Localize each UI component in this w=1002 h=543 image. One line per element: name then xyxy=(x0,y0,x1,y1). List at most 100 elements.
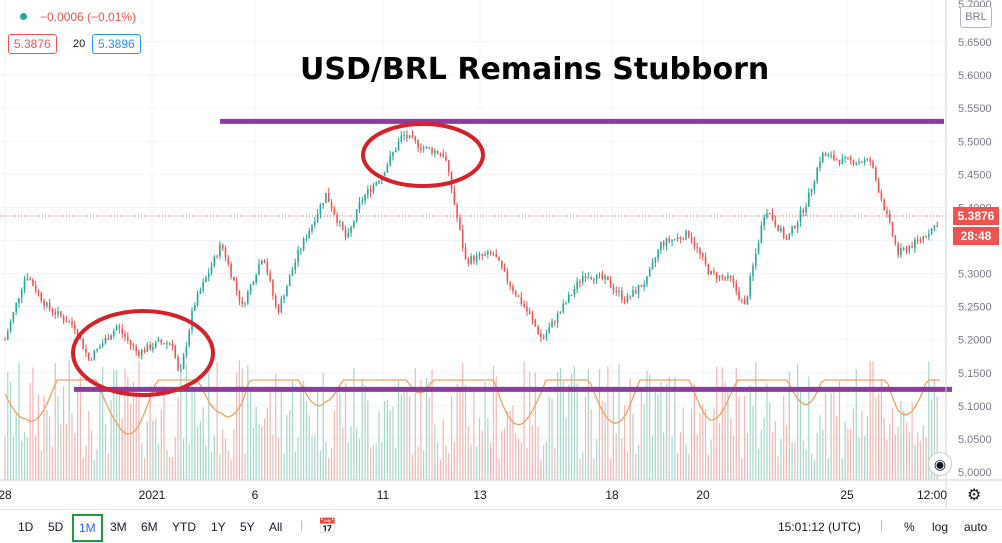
range-5y-button[interactable]: 5Y xyxy=(240,520,255,534)
volume-bar xyxy=(428,397,430,480)
volume-bar xyxy=(543,445,545,480)
candle-body xyxy=(827,154,830,156)
candle-body xyxy=(930,228,933,235)
volume-bar xyxy=(157,443,160,480)
candle-body xyxy=(573,289,576,295)
candle-body xyxy=(514,291,517,296)
range-3m-button[interactable]: 3M xyxy=(110,520,127,534)
volume-bar xyxy=(654,388,656,480)
volume-bar xyxy=(604,401,606,480)
candle-body xyxy=(905,248,908,252)
candle-body xyxy=(487,251,489,255)
candle-body xyxy=(598,274,601,276)
volume-bar xyxy=(283,453,285,480)
range-6m-button[interactable]: 6M xyxy=(141,520,158,534)
candle-body xyxy=(576,281,578,290)
candle-body xyxy=(724,276,726,279)
volume-bar xyxy=(593,457,595,480)
candle-body xyxy=(247,291,249,304)
candle-body xyxy=(688,231,690,237)
volume-bar xyxy=(495,376,497,480)
volume-bar xyxy=(682,407,684,480)
volume-bar xyxy=(584,396,587,480)
candle-body xyxy=(593,279,595,281)
volume-bar xyxy=(827,458,829,480)
volume-bar xyxy=(392,406,394,480)
candle-body xyxy=(897,243,899,255)
volume-bar xyxy=(769,402,771,480)
candle-body xyxy=(788,233,791,240)
settings-gear-icon[interactable]: ⚙ xyxy=(967,487,982,504)
candle-body xyxy=(54,312,57,315)
candle-body xyxy=(221,244,224,249)
volume-bar xyxy=(199,420,201,480)
volume-bar xyxy=(171,457,174,480)
volume-bar xyxy=(724,382,726,480)
volume-bar xyxy=(501,430,503,480)
volume-bar xyxy=(15,411,17,480)
candle-body xyxy=(914,239,916,248)
utc-clock[interactable]: 15:01:12 (UTC) xyxy=(778,520,861,534)
candle-body xyxy=(833,154,835,160)
candle-body xyxy=(922,236,925,241)
candle-body xyxy=(389,155,391,166)
candle-body xyxy=(149,344,151,350)
ask-price-button[interactable]: 5.3896 xyxy=(92,34,141,54)
currency-label[interactable]: BRL xyxy=(960,6,992,28)
candle-body xyxy=(29,278,31,280)
candle-body xyxy=(68,321,70,323)
volume-bar xyxy=(780,439,782,480)
range-5d-button[interactable]: 5D xyxy=(48,520,64,534)
volume-bar xyxy=(889,423,891,480)
volume-bar xyxy=(4,435,6,480)
volume-bar xyxy=(914,444,916,480)
candle-body xyxy=(470,256,472,264)
volume-bar xyxy=(797,364,799,480)
candle-body xyxy=(364,195,366,201)
candle-body xyxy=(60,311,62,317)
candle-body xyxy=(196,293,199,306)
candle-body xyxy=(138,351,140,356)
volume-bar xyxy=(713,408,715,480)
volume-bar xyxy=(300,390,302,480)
candle-body xyxy=(107,337,110,340)
auto-scale-button[interactable]: auto xyxy=(964,520,988,534)
candle-body xyxy=(213,256,216,267)
range-ytd-button[interactable]: YTD xyxy=(172,520,196,534)
bid-price-button[interactable]: 5.3876 xyxy=(8,34,57,54)
candle-body xyxy=(305,238,308,240)
volume-bar xyxy=(448,453,450,480)
volume-bar xyxy=(113,369,115,480)
volume-bar xyxy=(755,362,757,480)
candle-body xyxy=(699,248,701,254)
candle-body xyxy=(517,295,520,297)
candle-body xyxy=(188,330,191,346)
range-1y-button[interactable]: 1Y xyxy=(211,520,226,534)
range-1m-button[interactable]: 1M xyxy=(72,514,103,542)
time-axis: 28 2021 6 11 13 18 20 25 12:00 xyxy=(0,479,1002,502)
volume-bar xyxy=(646,370,648,480)
candle-body xyxy=(76,329,79,337)
volume-bar xyxy=(523,361,525,480)
date-range-icon[interactable]: 📅 xyxy=(318,518,337,535)
candle-body xyxy=(936,225,939,227)
range-1d-button[interactable]: 1D xyxy=(18,520,34,534)
volume-bar xyxy=(450,395,453,480)
log-scale-button[interactable]: log xyxy=(932,520,949,534)
volume-bar xyxy=(57,395,59,480)
volume-bar xyxy=(903,410,905,480)
candle-body xyxy=(431,148,433,154)
volume-bar xyxy=(294,451,296,480)
percent-scale-button[interactable]: % xyxy=(904,520,915,534)
us-flag-icon[interactable]: ◉ xyxy=(928,452,952,476)
range-all-button[interactable]: All xyxy=(269,520,283,534)
volume-bar xyxy=(894,434,896,480)
annotation-layer xyxy=(0,118,952,397)
volume-bar xyxy=(219,454,221,480)
volume-bar xyxy=(104,424,107,480)
candle-body xyxy=(928,234,930,237)
volume-bar xyxy=(90,430,93,480)
candle-body xyxy=(579,281,581,283)
volume-bar xyxy=(559,367,562,480)
